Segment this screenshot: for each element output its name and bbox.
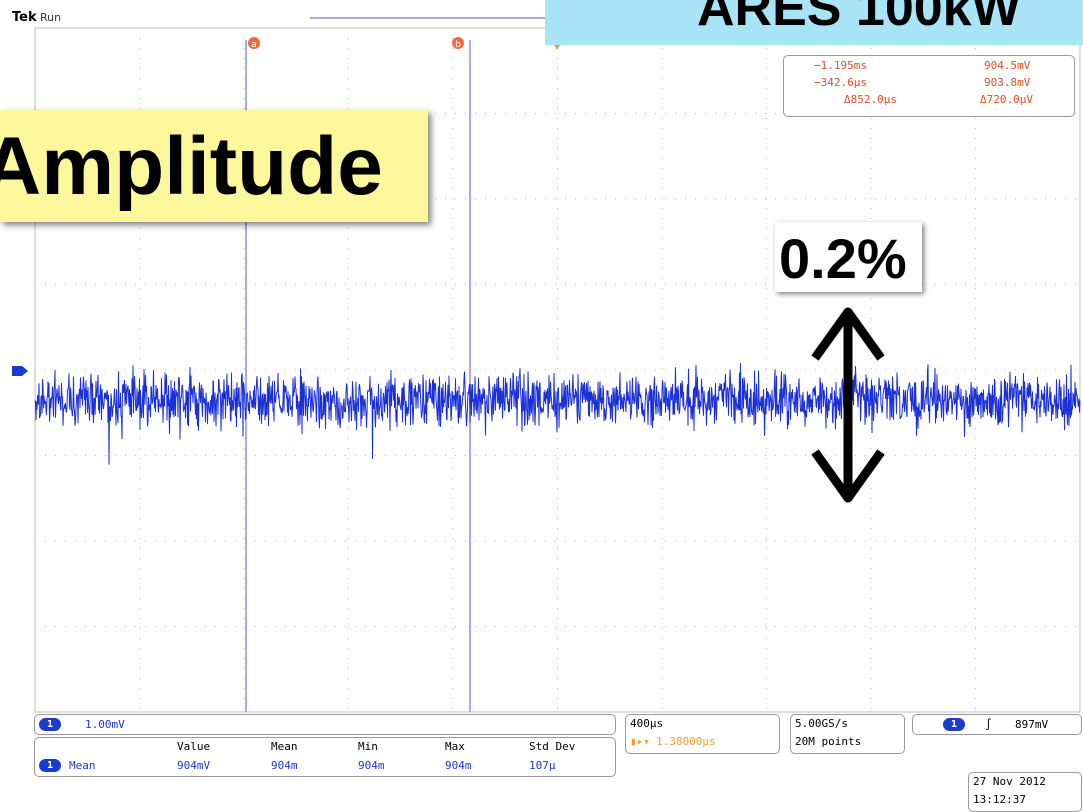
meas-value: 904mV (177, 759, 210, 772)
annotation-box: 0.2% (775, 222, 922, 292)
acquisition-panel: 5.00GS/s 20M points (790, 714, 905, 754)
time-position: 1.38000µs (656, 735, 716, 748)
channel-scale: 1.00mV (85, 718, 125, 731)
cursor-volt: 904.5mV (984, 59, 1030, 72)
measurement-panel: Value Mean Min Max Std Dev 1 Mean 904mV … (34, 737, 616, 777)
meas-value: 904m (445, 759, 472, 772)
meas-header: Min (358, 740, 378, 753)
meas-header: Value (177, 740, 210, 753)
channel-panel: 1 1.00mV (34, 714, 616, 735)
cursor-a-label: a (251, 40, 257, 50)
cursor-readout: −1.195ms 904.5mV −342.6µs 903.8mV Δ852.0… (783, 55, 1075, 117)
date: 27 Nov 2012 (973, 775, 1046, 788)
cursor-delta-volt: Δ720.0µV (980, 93, 1033, 106)
brand: Tek (12, 10, 37, 25)
cursor-time: −1.195ms (814, 59, 867, 72)
meas-header: Max (445, 740, 465, 753)
channel-ground-marker (12, 366, 28, 376)
cursor-time: −342.6µs (814, 76, 867, 89)
title-banner: ARES 100kW (545, 0, 1083, 45)
label: Amplitude (0, 120, 383, 214)
time: 13:12:37 (973, 793, 1026, 806)
meas-value: 904m (358, 759, 385, 772)
run-status: Run (40, 11, 61, 24)
channel-chip: 1 (39, 718, 61, 731)
page: {"header":{"brand":"Tek","status":"Run"}… (0, 0, 1083, 812)
meas-value: 107µ (529, 759, 556, 772)
cursor-b-label: b (455, 40, 461, 50)
time-scale: 400µs (630, 717, 663, 730)
meas-header: Std Dev (529, 740, 575, 753)
title: ARES 100kW (697, 0, 1021, 38)
label-box: Amplitude (0, 110, 428, 222)
cursor-volt: 903.8mV (984, 76, 1030, 89)
cursor-delta-time: Δ852.0µs (844, 93, 897, 106)
annotation: 0.2% (779, 226, 907, 291)
double-arrow (815, 312, 881, 498)
timebase-panel: 400µs ▮▸▾ 1.38000µs (625, 714, 780, 754)
record-length: 20M points (795, 735, 861, 748)
trigger-level: 897mV (1015, 718, 1048, 731)
meas-label: Mean (69, 759, 96, 772)
trigger-panel: 1 ∫ 897mV (912, 714, 1082, 735)
channel-chip: 1 (943, 718, 965, 731)
meas-header: Mean (271, 740, 298, 753)
sample-rate: 5.00GS/s (795, 717, 848, 730)
datetime-panel: 27 Nov 2012 13:12:37 (968, 772, 1082, 812)
meas-value: 904m (271, 759, 298, 772)
channel-chip: 1 (39, 759, 61, 772)
